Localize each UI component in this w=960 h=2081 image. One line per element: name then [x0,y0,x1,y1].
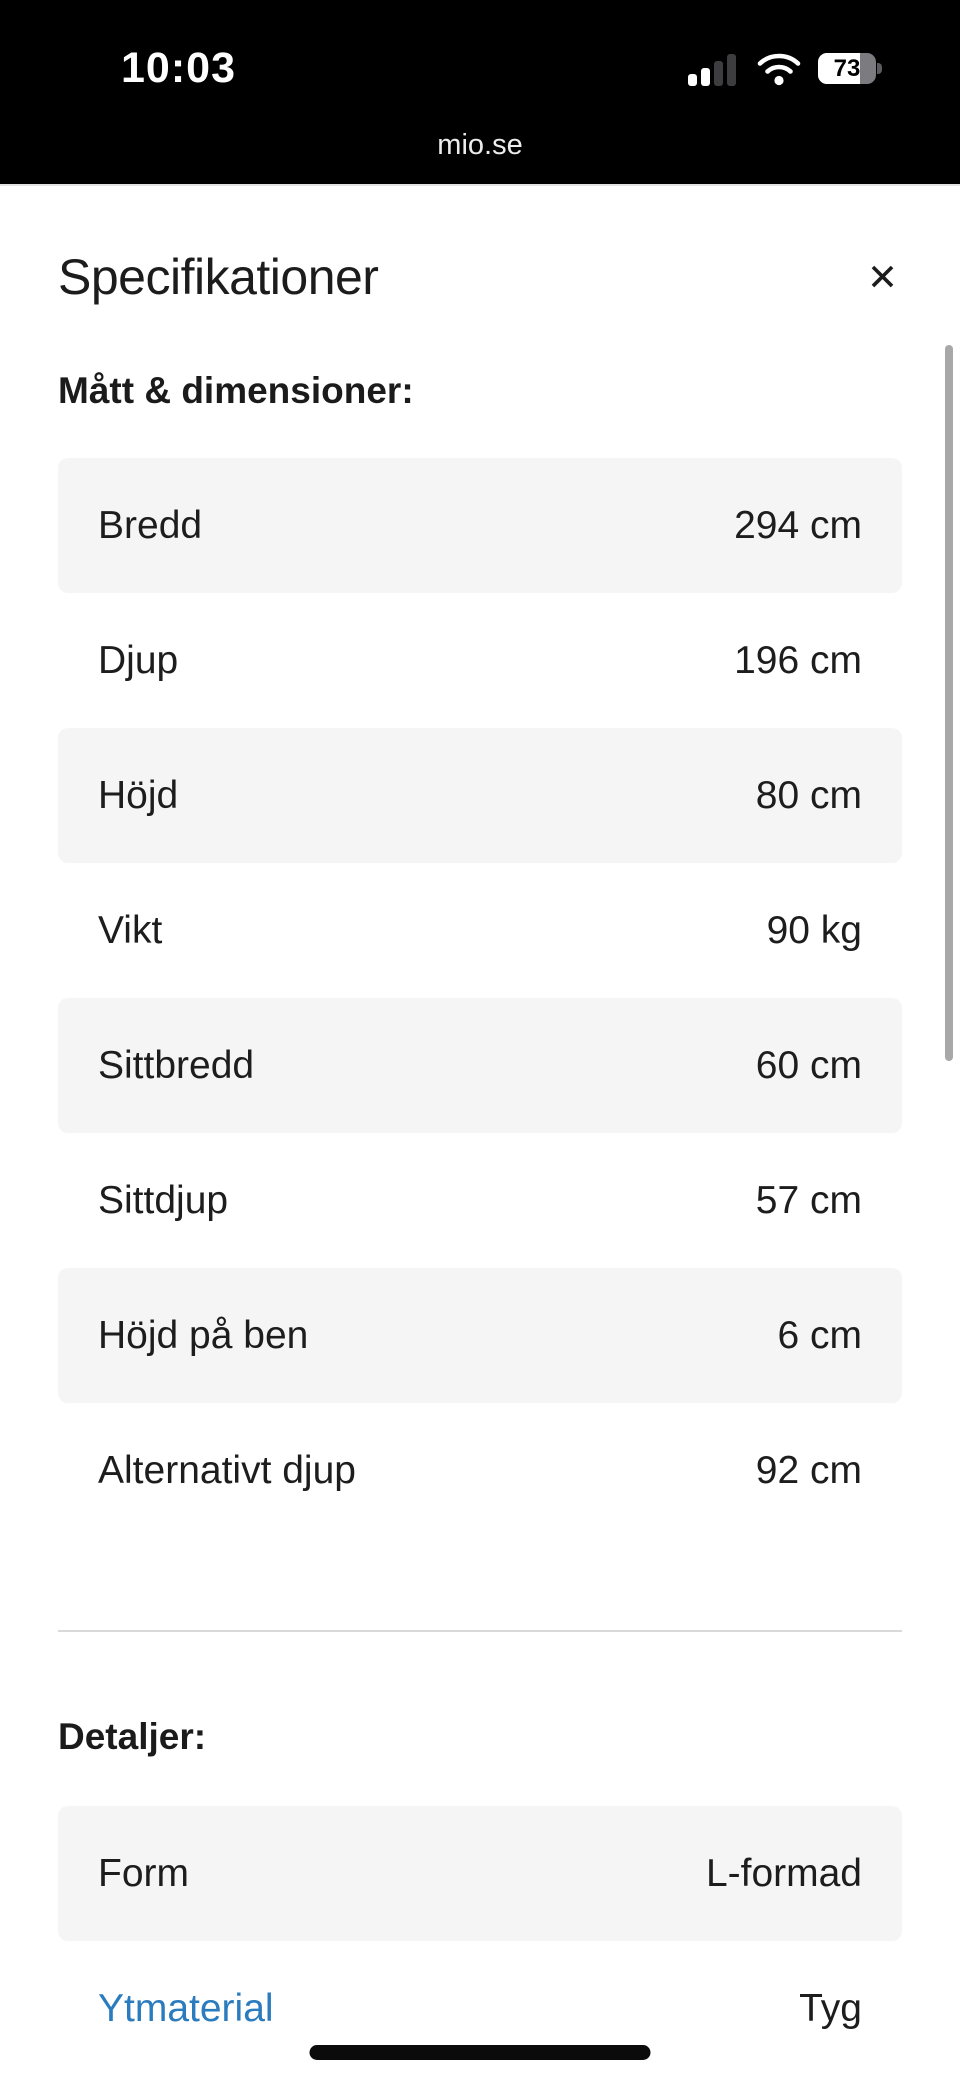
row-value: 57 cm [755,1178,862,1222]
wifi-icon [756,52,802,91]
close-icon[interactable]: ✕ [863,255,902,300]
row-label: Alternativt djup [98,1448,356,1492]
battery-icon: 73 [818,53,882,84]
table-row: Sittbredd 60 cm [58,998,902,1133]
table-row: Vikt 90 kg [58,863,902,998]
row-label: Djup [98,638,179,682]
address-bar-url[interactable]: mio.se [437,129,523,161]
battery-percent: 73 [833,54,861,82]
row-label: Sittbredd [98,1043,255,1087]
section-heading-dimensions: Mått & dimensioner: [58,370,414,411]
modal-title: Specifikationer [58,249,379,305]
row-value: 90 kg [766,908,862,952]
table-row: Ytmaterial Tyg [58,1941,902,2076]
table-row: Djup 196 cm [58,593,902,728]
table-row: Sittdjup 57 cm [58,1133,902,1268]
table-row: Höjd på ben 6 cm [58,1268,902,1403]
row-value: Tyg [799,1986,862,2030]
modal-header: Specifikationer ✕ [58,248,902,306]
scrollbar-thumb[interactable] [945,345,953,1061]
row-label: Form [98,1851,189,1895]
dimensions-table: Bredd 294 cm Djup 196 cm Höjd 80 cm Vikt… [58,458,902,1538]
row-value: 294 cm [734,503,862,547]
table-row: Bredd 294 cm [58,458,902,593]
cellular-signal-icon [688,54,740,86]
table-row: Alternativt djup 92 cm [58,1403,902,1538]
section-divider [58,1630,902,1632]
row-label: Vikt [98,908,163,952]
row-label: Bredd [98,503,203,547]
row-value: 196 cm [734,638,862,682]
details-table: Form L-formad Ytmaterial Tyg [58,1806,902,2076]
row-value: 80 cm [755,773,862,817]
row-label: Sittdjup [98,1178,229,1222]
ytmaterial-link[interactable]: Ytmaterial [98,1986,274,2030]
section-heading-details: Detaljer: [58,1716,207,1757]
specifications-modal: Specifikationer ✕ Mått & dimensioner: Br… [0,248,960,2076]
table-row: Form L-formad [58,1806,902,1941]
row-label: Höjd på ben [98,1313,309,1357]
table-row: Höjd 80 cm [58,728,902,863]
row-value: 60 cm [755,1043,862,1087]
row-value: L-formad [705,1851,862,1895]
status-time: 10:03 [121,44,236,92]
row-label: Höjd [98,773,179,817]
row-value: 92 cm [755,1448,862,1492]
row-value: 6 cm [777,1313,862,1357]
home-indicator[interactable] [309,2045,651,2060]
status-bar: 10:03 73 mio.se [0,0,960,186]
